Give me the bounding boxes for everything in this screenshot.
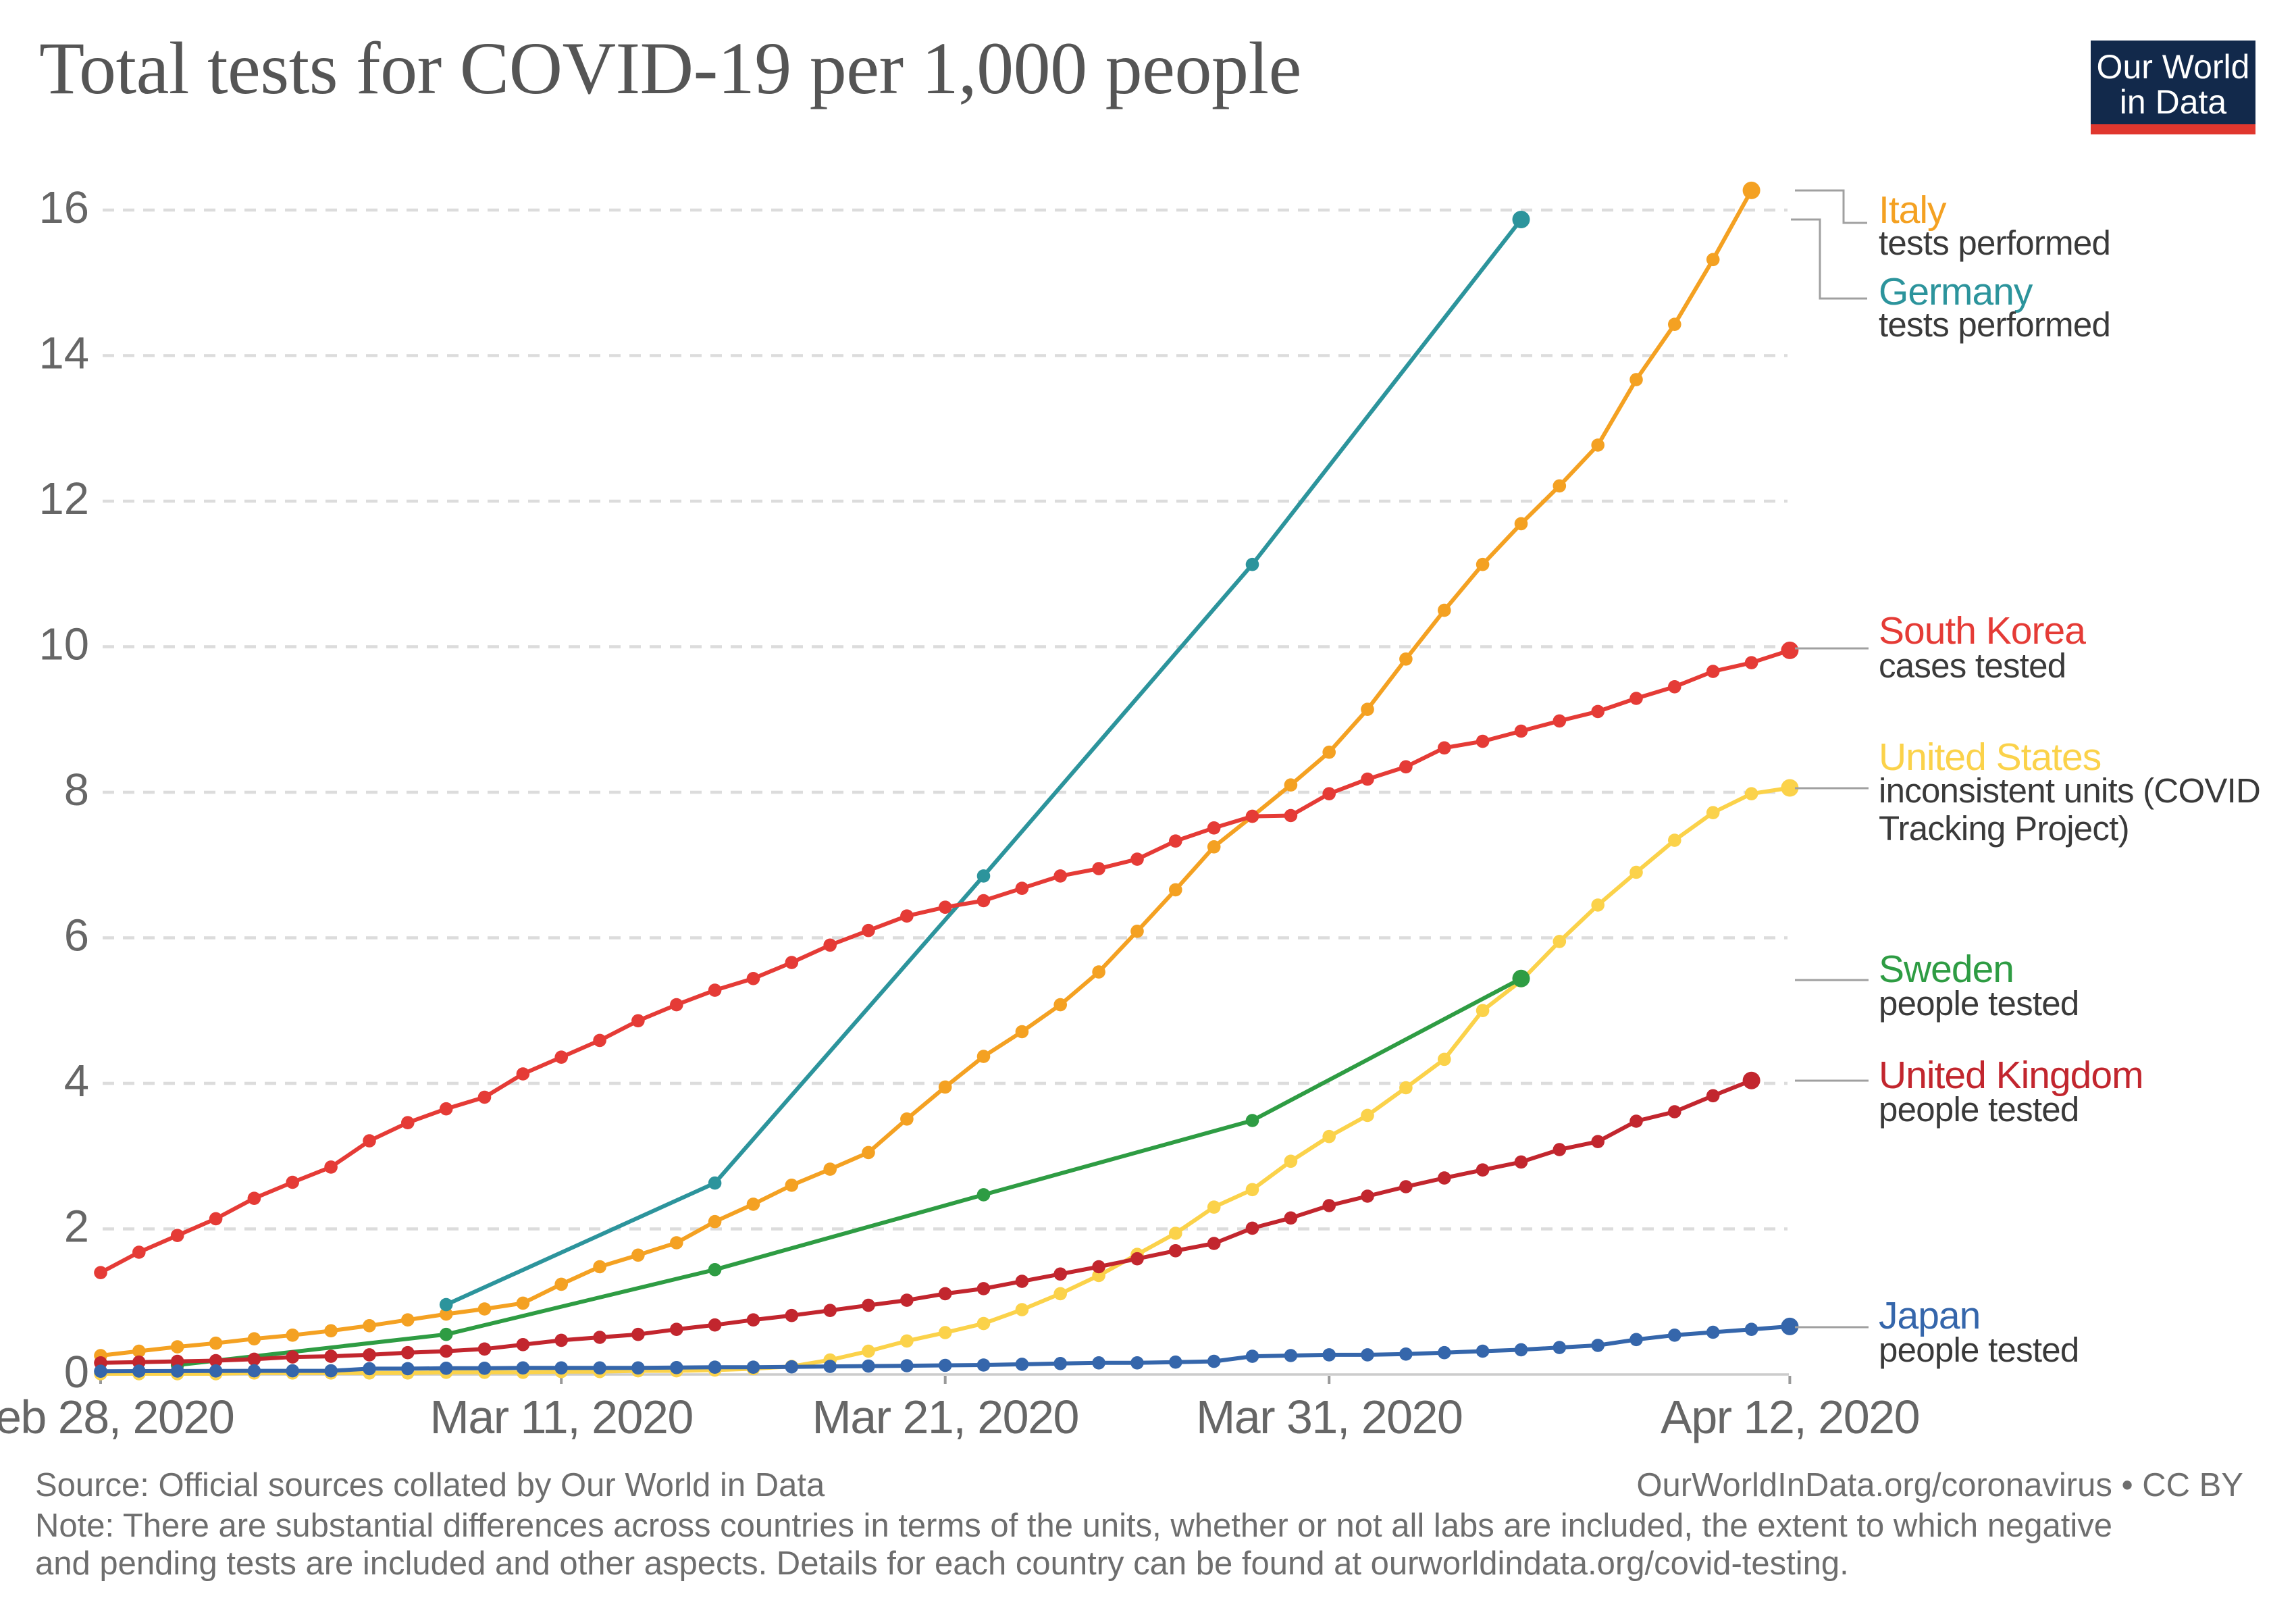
svg-text:Mar 21, 2020: Mar 21, 2020 [812, 1391, 1078, 1443]
svg-text:Source: Official sources colla: Source: Official sources collated by Our… [35, 1467, 825, 1503]
svg-text:people tested: people tested [1879, 1331, 2079, 1369]
svg-text:6: 6 [64, 910, 89, 961]
svg-text:Japan: Japan [1879, 1294, 1980, 1337]
svg-text:Italy: Italy [1879, 188, 1947, 232]
svg-text:Feb 28, 2020: Feb 28, 2020 [0, 1391, 234, 1443]
svg-text:0: 0 [64, 1347, 89, 1397]
svg-text:Tracking Project): Tracking Project) [1879, 809, 2129, 848]
svg-text:2: 2 [64, 1202, 89, 1252]
svg-text:12: 12 [38, 473, 89, 524]
svg-text:tests performed: tests performed [1879, 224, 2110, 262]
svg-text:Total tests for COVID-19 per 1: Total tests for COVID-19 per 1,000 peopl… [39, 27, 1301, 109]
svg-text:Apr 12, 2020: Apr 12, 2020 [1661, 1391, 1919, 1443]
svg-text:8: 8 [64, 765, 89, 815]
svg-text:tests performed: tests performed [1879, 305, 2110, 344]
svg-text:United Kingdom: United Kingdom [1879, 1054, 2143, 1097]
svg-text:Mar 11, 2020: Mar 11, 2020 [430, 1391, 693, 1443]
svg-text:Sweden: Sweden [1879, 948, 2014, 991]
svg-text:4: 4 [64, 1056, 89, 1106]
svg-text:16: 16 [38, 182, 89, 233]
svg-text:OurWorldInData.org/coronavirus: OurWorldInData.org/coronavirus • CC BY [1636, 1467, 2243, 1503]
svg-text:10: 10 [38, 619, 89, 670]
svg-text:in Data: in Data [2120, 83, 2227, 121]
svg-text:cases tested: cases tested [1879, 646, 2066, 685]
svg-text:South Korea: South Korea [1879, 609, 2086, 652]
svg-text:Our World: Our World [2097, 48, 2250, 86]
svg-text:Note: There are substantial di: Note: There are substantial differences … [35, 1508, 2112, 1544]
svg-text:people tested: people tested [1879, 1090, 2079, 1129]
svg-text:inconsistent units (COVID: inconsistent units (COVID [1879, 771, 2260, 810]
svg-text:Germany: Germany [1879, 270, 2033, 313]
svg-text:Mar 31, 2020: Mar 31, 2020 [1196, 1391, 1462, 1443]
svg-text:and pending tests are included: and pending tests are included and other… [35, 1545, 1849, 1582]
svg-text:United States: United States [1879, 736, 2101, 779]
svg-text:14: 14 [38, 328, 89, 379]
svg-text:people tested: people tested [1879, 984, 2079, 1023]
